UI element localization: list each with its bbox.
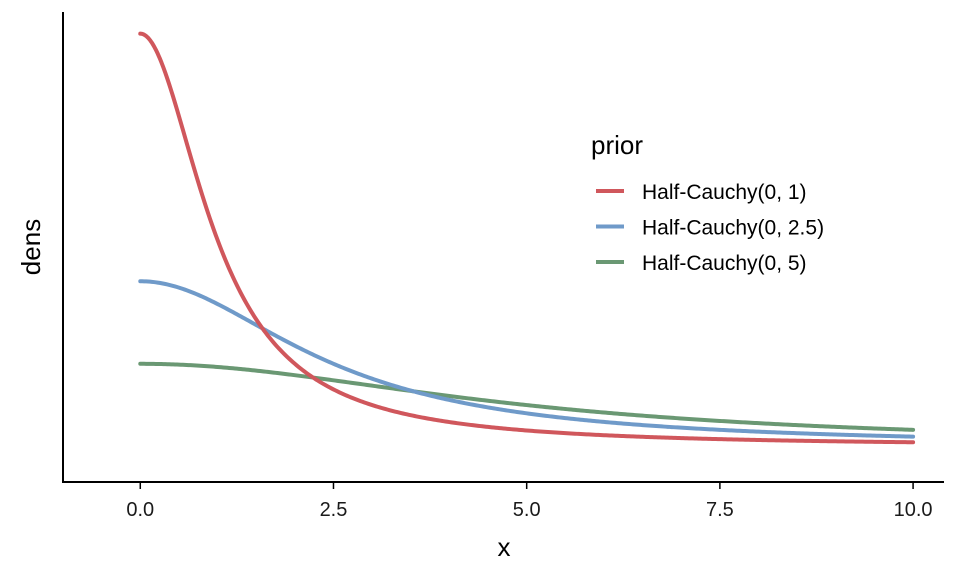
series-line-half-cauchy-0-5	[138, 361, 916, 432]
legend-label: Half-Cauchy(0, 1)	[642, 181, 807, 204]
legend-entry-half-cauchy-0-2-5: Half-Cauchy(0, 2.5)	[596, 217, 824, 240]
y-axis-title: dens	[16, 219, 46, 275]
legend-label: Half-Cauchy(0, 5)	[642, 252, 807, 275]
x-tick-label: 7.5	[706, 499, 734, 521]
legend-entries: Half-Cauchy(0, 1) Half-Cauchy(0, 2.5) Half…	[596, 181, 824, 275]
x-tick-label: 10.0	[894, 499, 933, 521]
x-tick-label: 0.0	[126, 499, 154, 521]
x-axis-title: x	[498, 532, 511, 562]
series-layer	[138, 31, 916, 445]
series-line-half-cauchy-0-1	[138, 31, 916, 445]
axes-layer	[62, 12, 944, 483]
legend-entry-half-cauchy-0-5: Half-Cauchy(0, 5)	[596, 252, 807, 275]
x-axis-ticks: 0.0 2.5 5.0 7.5 10.0	[126, 482, 933, 521]
legend-title: prior	[591, 130, 643, 160]
x-tick-label: 2.5	[320, 499, 348, 521]
legend-label: Half-Cauchy(0, 2.5)	[642, 217, 824, 240]
series-line-half-cauchy-0-2-5	[138, 279, 916, 439]
legend: prior Half-Cauchy(0, 1) Half-Cauchy(0, 2.…	[591, 130, 824, 275]
x-tick-label: 5.0	[513, 499, 541, 521]
legend-entry-half-cauchy-0-1: Half-Cauchy(0, 1)	[596, 181, 807, 204]
